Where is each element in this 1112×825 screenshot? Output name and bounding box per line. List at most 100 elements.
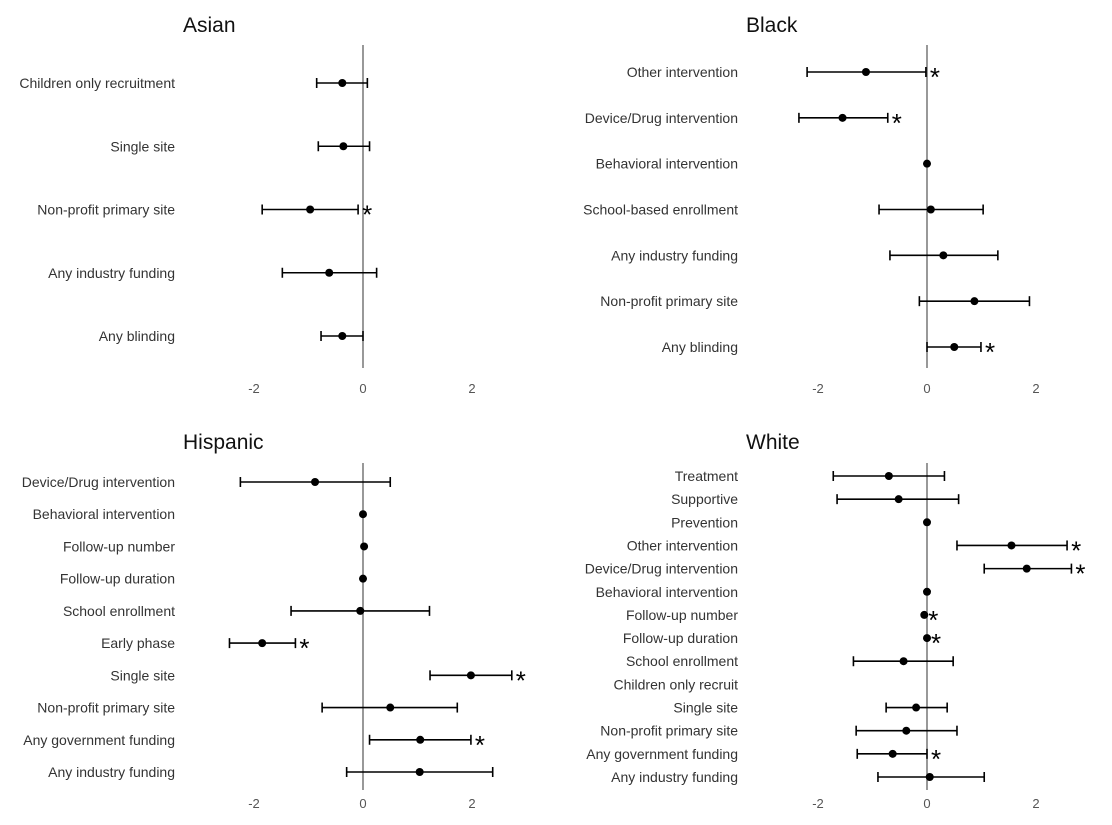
point-estimate-marker [386,703,395,712]
y-category-label: Any industry funding [48,764,175,780]
y-category-label: Single site [110,667,175,683]
x-tick-label: -2 [812,796,824,811]
significance-star: * [299,633,309,663]
point-estimate-marker [359,510,367,519]
point-estimate-marker [861,68,870,76]
y-category-label: Other intervention [627,537,738,553]
panel-title: Black [746,14,798,37]
point-estimate-marker [884,472,893,480]
y-category-label: Follow-up number [63,538,175,554]
point-estimate-marker [923,159,931,168]
y-category-label: Device/Drug intervention [585,561,738,577]
x-tick-label: 2 [468,381,475,396]
point-estimate-marker [1007,541,1016,550]
panel-title: Hispanic [183,431,264,454]
y-category-label: Non-profit primary site [600,723,738,739]
significance-star: * [516,665,526,695]
x-tick-label: -2 [812,381,824,396]
significance-star: * [931,744,941,774]
point-estimate-marker [311,478,320,486]
x-tick-label: -2 [248,796,260,811]
panel-title: Asian [183,14,236,37]
point-estimate-marker [902,726,911,735]
point-estimate-marker [950,343,959,351]
y-category-label: Any industry funding [48,265,175,281]
panel-asian: Asian -2 0 2 Children only recruitment Single… [19,14,475,396]
y-category-label: Children only recruit [614,676,739,692]
panel-white: White -2 0 2 Treatment Supportive Prevention Ot… [585,431,1086,811]
y-category-label: Behavioral intervention [596,156,738,172]
y-category-label: Any industry funding [611,769,738,785]
panel-hispanic: Hispanic -2 0 2 Device/Drug intervention Beha… [22,431,526,811]
y-category-label: Non-profit primary site [37,700,175,716]
significance-star: * [1071,535,1081,565]
y-category-label: School enrollment [626,653,738,669]
point-estimate-marker [258,639,267,648]
point-estimate-marker [356,606,365,615]
y-category-label: Non-profit primary site [600,293,738,309]
significance-star: * [1075,559,1085,589]
y-category-label: Treatment [675,468,738,484]
y-category-label: Supportive [671,491,738,507]
point-estimate-marker [466,671,475,680]
y-category-label: Behavioral intervention [596,584,738,600]
y-category-label: Any government funding [23,732,175,748]
significance-star: * [930,62,940,92]
x-tick-label: 0 [359,796,366,811]
significance-star: * [985,337,995,367]
y-category-label: School-based enrollment [583,202,738,218]
significance-star: * [928,605,938,635]
y-category-label: Prevention [671,514,738,530]
point-estimate-marker [894,495,903,504]
y-category-label: Device/Drug intervention [22,474,175,490]
y-category-label: Follow-up duration [623,630,738,646]
point-estimate-marker [912,703,921,712]
x-tick-label: 2 [1032,796,1039,811]
point-estimate-marker [325,268,334,277]
point-estimate-marker [939,251,948,260]
point-estimate-marker [899,657,908,666]
point-estimate-marker [1022,564,1031,573]
x-tick-label: 2 [468,796,475,811]
y-category-label: Single site [673,700,738,716]
significance-star: * [892,108,902,138]
point-estimate-marker [338,332,347,340]
point-estimate-marker [923,587,931,596]
y-category-label: Single site [110,138,175,154]
point-estimate-marker [970,297,979,306]
significance-star: * [475,730,485,760]
point-estimate-marker [360,542,369,551]
point-estimate-marker [925,773,934,781]
point-estimate-marker [416,735,425,744]
y-category-label: Follow-up duration [60,571,175,587]
y-category-label: Other intervention [627,64,738,80]
point-estimate-marker [888,749,897,758]
significance-star: * [931,628,941,658]
point-estimate-marker [338,79,347,87]
x-tick-label: 2 [1032,381,1039,396]
point-estimate-marker [920,610,929,619]
point-estimate-marker [923,634,931,643]
y-category-label: Early phase [101,635,175,651]
y-category-label: Any blinding [99,328,175,344]
point-estimate-marker [923,518,931,527]
y-category-label: School enrollment [63,603,175,619]
point-estimate-marker [415,768,424,776]
x-tick-label: -2 [248,381,260,396]
x-tick-label: 0 [359,381,366,396]
point-estimate-marker [926,205,935,214]
y-category-label: Any industry funding [611,247,738,263]
significance-star: * [362,200,372,230]
y-category-label: Any government funding [586,746,738,762]
point-estimate-marker [838,113,847,122]
panel-black: Black -2 0 2 Other intervention * Device/Drug … [583,14,1039,396]
x-tick-label: 0 [923,796,930,811]
panel-title: White [746,431,800,454]
point-estimate-marker [306,205,315,214]
y-category-label: Follow-up number [626,607,738,623]
y-category-label: Behavioral intervention [33,506,175,522]
point-estimate-marker [339,142,348,151]
point-estimate-marker [359,574,367,583]
x-tick-label: 0 [923,381,930,396]
